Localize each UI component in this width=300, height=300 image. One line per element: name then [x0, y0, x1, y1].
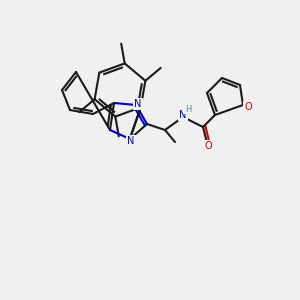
Text: O: O: [204, 141, 212, 151]
Text: O: O: [244, 102, 252, 112]
Text: N: N: [127, 136, 135, 146]
Text: N: N: [179, 110, 187, 120]
Text: N: N: [134, 99, 142, 109]
Text: H: H: [185, 104, 191, 113]
